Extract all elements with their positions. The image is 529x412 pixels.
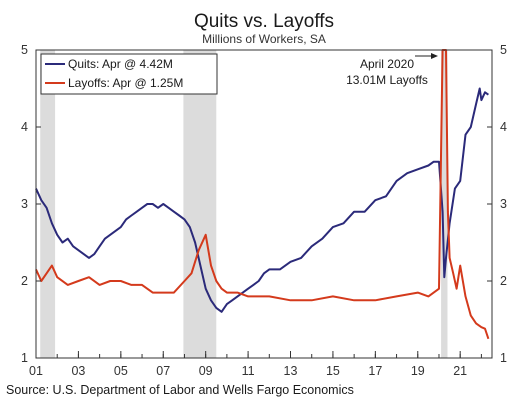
- recession-band-2: [441, 50, 448, 358]
- annotation-line-1: April 2020: [360, 57, 414, 71]
- y-tick-right-label: 1: [500, 351, 507, 365]
- y-tick-left-label: 5: [21, 43, 28, 57]
- recession-band-0: [40, 50, 56, 358]
- x-tick-label: 15: [326, 364, 340, 378]
- y-tick-left-label: 3: [21, 197, 28, 211]
- series-lines: [35, 49, 490, 340]
- x-tick-label: 09: [199, 364, 213, 378]
- chart-subtitle: Millions of Workers, SA: [202, 32, 326, 46]
- x-tick-label: 17: [368, 364, 382, 378]
- y-axis-left: 1 2 3 4 5: [21, 43, 41, 365]
- y-tick-left-label: 4: [21, 120, 28, 134]
- x-axis: 01 03 05 07 09 11 13 15 17 19 21: [29, 351, 482, 378]
- series-line-layoffs: [35, 49, 490, 340]
- y-tick-right-label: 2: [500, 274, 507, 288]
- chart-title: Quits vs. Layoffs: [194, 11, 334, 32]
- annotation-line-2: 13.01M Layoffs: [346, 73, 428, 87]
- legend-box: [40, 53, 218, 95]
- y-tick-left-label: 2: [21, 274, 28, 288]
- recession-band-1: [183, 50, 217, 358]
- legend-label-quits: Quits: Apr @ 4.42M: [68, 57, 173, 71]
- annotation-arrowhead: [431, 53, 438, 59]
- legend-label-layoffs: Layoffs: Apr @ 1.25M: [68, 76, 183, 90]
- y-tick-right-label: 4: [500, 120, 507, 134]
- x-tick-label: 11: [242, 364, 255, 378]
- series-line-quits: [35, 87, 489, 313]
- x-tick-label: 19: [411, 364, 425, 378]
- plot-frame: [35, 49, 493, 359]
- y-tick-right-label: 5: [500, 43, 507, 57]
- y-tick-left-label: 1: [21, 351, 28, 365]
- x-tick-label: 13: [284, 364, 298, 378]
- x-tick-label: 03: [71, 364, 85, 378]
- legend: Quits: Apr @ 4.42M Layoffs: Apr @ 1.25M: [40, 53, 218, 95]
- x-tick-label: 21: [453, 364, 467, 378]
- annotation: April 2020 13.01M Layoffs: [346, 53, 438, 87]
- y-tick-right-label: 3: [500, 197, 507, 211]
- chart-source: Source: U.S. Department of Labor and Wel…: [6, 383, 354, 397]
- x-tick-label: 05: [114, 364, 128, 378]
- recession-shading: [40, 50, 448, 358]
- x-tick-label: 01: [29, 364, 43, 378]
- y-axis-right: 1 2 3 4 5: [487, 43, 507, 365]
- x-tick-label: 07: [156, 364, 170, 378]
